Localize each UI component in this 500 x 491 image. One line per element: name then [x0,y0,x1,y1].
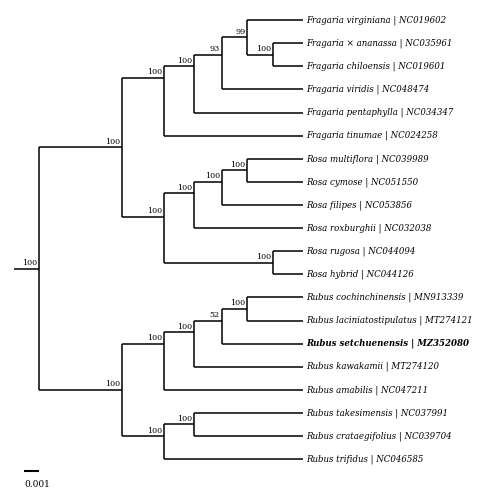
Text: 99: 99 [235,28,246,36]
Text: Rubus laciniatostipulatus | MT274121: Rubus laciniatostipulatus | MT274121 [306,316,472,325]
Text: Rubus kawakamii | MT274120: Rubus kawakamii | MT274120 [306,362,439,372]
Text: Rosa hybrid | NC044126: Rosa hybrid | NC044126 [306,270,414,279]
Text: Rubus trifidus | NC046585: Rubus trifidus | NC046585 [306,454,424,464]
Text: 100: 100 [177,57,192,65]
Text: 100: 100 [146,427,162,435]
Text: 100: 100 [177,184,192,192]
Text: Fragaria × ananassa | NC035961: Fragaria × ananassa | NC035961 [306,38,452,48]
Text: Fragaria chiloensis | NC019601: Fragaria chiloensis | NC019601 [306,61,446,71]
Text: 100: 100 [177,323,192,330]
Text: 100: 100 [177,415,192,423]
Text: 93: 93 [210,45,220,54]
Text: Rosa filipes | NC053856: Rosa filipes | NC053856 [306,200,412,210]
Text: Rosa rugosa | NC044094: Rosa rugosa | NC044094 [306,246,416,256]
Text: Rubus amabilis | NC047211: Rubus amabilis | NC047211 [306,385,428,395]
Text: Fragaria viridis | NC048474: Fragaria viridis | NC048474 [306,84,429,94]
Text: 100: 100 [256,45,271,54]
Text: Rosa cymose | NC051550: Rosa cymose | NC051550 [306,177,418,187]
Text: 100: 100 [146,334,162,342]
Text: 0.001: 0.001 [24,480,50,489]
Text: 100: 100 [146,68,162,77]
Text: 100: 100 [230,161,246,169]
Text: Rosa multiflora | NC039989: Rosa multiflora | NC039989 [306,154,428,164]
Text: 100: 100 [256,253,271,261]
Text: Rubus cochinchinensis | MN913339: Rubus cochinchinensis | MN913339 [306,293,464,302]
Text: 100: 100 [22,259,37,267]
Text: 100: 100 [104,138,120,146]
Text: Rubus setchuenensis | MZ352080: Rubus setchuenensis | MZ352080 [306,339,469,349]
Text: Fragaria pentaphylla | NC034347: Fragaria pentaphylla | NC034347 [306,108,454,117]
Text: Rubus takesimensis | NC037991: Rubus takesimensis | NC037991 [306,408,448,418]
Text: 100: 100 [104,381,120,388]
Text: Rosa roxburghii | NC032038: Rosa roxburghii | NC032038 [306,223,432,233]
Text: 100: 100 [204,172,220,180]
Text: Rubus crataegifolius | NC039704: Rubus crataegifolius | NC039704 [306,431,452,441]
Text: 100: 100 [230,300,246,307]
Text: 52: 52 [210,311,220,319]
Text: Fragaria virginiana | NC019602: Fragaria virginiana | NC019602 [306,15,446,25]
Text: Fragaria tinumae | NC024258: Fragaria tinumae | NC024258 [306,131,438,140]
Text: 100: 100 [146,207,162,215]
